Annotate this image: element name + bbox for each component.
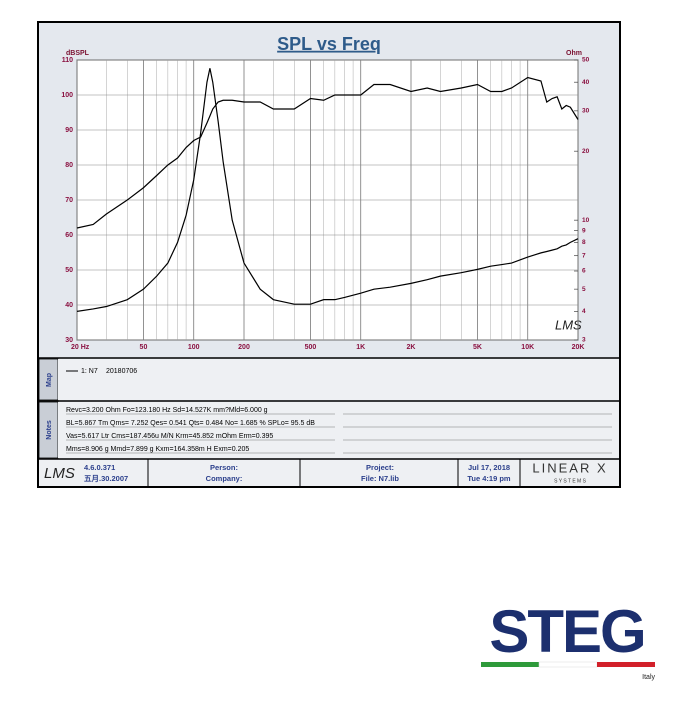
x-tick-label: 20 Hz bbox=[71, 344, 90, 351]
series-line bbox=[76, 68, 579, 312]
notes-panel bbox=[58, 402, 619, 458]
y2-tick-label: 8 bbox=[582, 239, 586, 246]
notes-label: Notes bbox=[46, 420, 53, 440]
y-tick-label: 40 bbox=[65, 302, 73, 309]
legend-date: 20180706 bbox=[106, 368, 137, 375]
flag-green bbox=[481, 662, 539, 667]
x-tick-label: 500 bbox=[305, 344, 317, 351]
footer-bg bbox=[39, 460, 619, 486]
y2-tick-label: 10 bbox=[582, 217, 590, 224]
brand-sub: S Y S T E M S bbox=[554, 478, 587, 484]
build-date: 五月.30.2007 bbox=[84, 474, 128, 483]
x-tick-label: 100 bbox=[188, 344, 200, 351]
y2-tick-label: 40 bbox=[582, 79, 590, 86]
note-line: Revc=3.200 Ohm Fo=123.180 Hz Sd=14.527K … bbox=[66, 407, 268, 414]
footer-logo: LMS bbox=[44, 465, 75, 482]
note-line: Vas=5.617 Ltr Cms=187.456u M/N Krm=45.85… bbox=[66, 433, 273, 440]
map-panel bbox=[58, 359, 619, 400]
y2-tick-label: 9 bbox=[582, 227, 586, 234]
y2-tick-label: 5 bbox=[582, 286, 586, 293]
notes: Revc=3.200 Ohm Fo=123.180 Hz Sd=14.527K … bbox=[66, 407, 612, 454]
y-tick-label: 80 bbox=[65, 162, 73, 169]
x-tick-label: 20K bbox=[572, 344, 585, 351]
file: File: N7.lib bbox=[361, 474, 399, 483]
y-axis-label: dBSPL bbox=[66, 50, 90, 57]
date: Jul 17, 2018 bbox=[468, 463, 510, 472]
series-line bbox=[76, 76, 579, 229]
y2-tick-label: 3 bbox=[582, 337, 586, 344]
version: 4.6.0.371 bbox=[84, 463, 115, 472]
person: Person: bbox=[210, 463, 238, 472]
y2-axis-label: Ohm bbox=[566, 50, 582, 57]
time: Tue 4:19 pm bbox=[467, 474, 511, 483]
y-tick-label: 60 bbox=[65, 232, 73, 239]
y2-tick-label: 4 bbox=[582, 308, 586, 315]
y-tick-label: 50 bbox=[65, 267, 73, 274]
x-tick-label: 1K bbox=[356, 344, 365, 351]
note-line: BL=5.867 Tm Qms= 7.252 Qes= 0.541 Qts= 0… bbox=[66, 420, 315, 427]
y-tick-label: 100 bbox=[61, 92, 73, 99]
y2-tick-label: 30 bbox=[582, 108, 590, 115]
footer: LMS 4.6.0.371 五月.30.2007 Person: Company… bbox=[39, 459, 619, 487]
y2-tick-label: 7 bbox=[582, 252, 586, 259]
chart-title: SPL vs Freq bbox=[277, 34, 381, 54]
map-label: Map bbox=[46, 373, 53, 387]
y2-tick-label: 50 bbox=[582, 57, 590, 64]
steg-logo: STEG Italy bbox=[481, 598, 655, 681]
x-tick-label: 2K bbox=[407, 344, 416, 351]
y-tick-label: 90 bbox=[65, 127, 73, 134]
y-tick-label: 30 bbox=[65, 337, 73, 344]
note-line: Mms=8.906 g Mmd=7.899 g Kxm=164.358m H E… bbox=[66, 446, 249, 453]
x-tick-label: 5K bbox=[473, 344, 482, 351]
y-tick-label: 110 bbox=[62, 57, 73, 64]
brand-linearx: LINEAR X bbox=[532, 460, 607, 475]
y2-tick-label: 20 bbox=[582, 148, 590, 155]
x-tick-label: 50 bbox=[140, 344, 148, 351]
x-tick-label: 200 bbox=[238, 344, 250, 351]
y2-tick-label: 6 bbox=[582, 268, 586, 275]
x-tick-label: 10K bbox=[521, 344, 534, 351]
legend-entry: 1: N7 bbox=[81, 368, 98, 375]
company: Company: bbox=[206, 474, 243, 483]
brand-country: Italy bbox=[642, 674, 655, 681]
project: Project: bbox=[366, 463, 394, 472]
grid bbox=[76, 59, 579, 341]
flag-white bbox=[538, 661, 598, 668]
brand-name: STEG bbox=[489, 598, 644, 665]
flag-red bbox=[597, 662, 655, 667]
watermark: LMS bbox=[555, 317, 582, 332]
y-tick-label: 70 bbox=[65, 197, 73, 204]
